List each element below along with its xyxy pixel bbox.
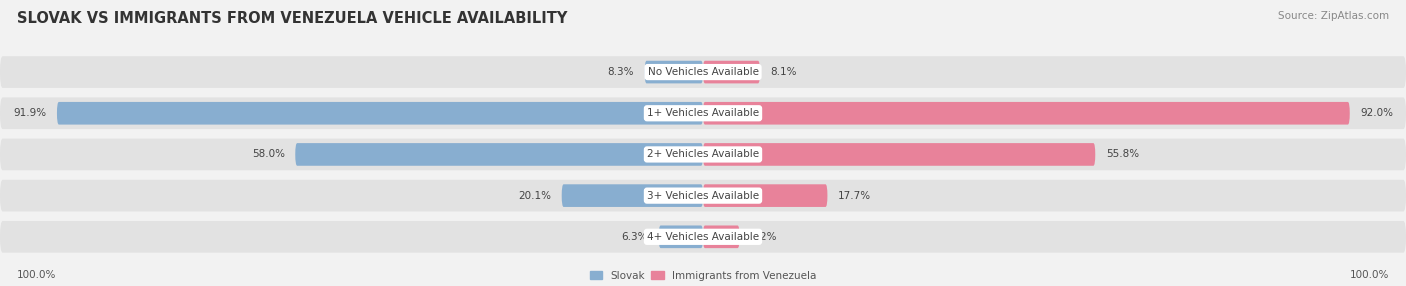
FancyBboxPatch shape: [562, 184, 703, 207]
FancyBboxPatch shape: [0, 56, 1406, 88]
FancyBboxPatch shape: [703, 184, 827, 207]
Text: 8.3%: 8.3%: [607, 67, 634, 77]
FancyBboxPatch shape: [703, 225, 740, 248]
Text: 5.2%: 5.2%: [751, 232, 776, 242]
FancyBboxPatch shape: [658, 225, 703, 248]
Text: 91.9%: 91.9%: [13, 108, 46, 118]
FancyBboxPatch shape: [0, 180, 1406, 211]
Legend: Slovak, Immigrants from Venezuela: Slovak, Immigrants from Venezuela: [589, 271, 817, 281]
Text: 3+ Vehicles Available: 3+ Vehicles Available: [647, 191, 759, 200]
Text: 100.0%: 100.0%: [1350, 270, 1389, 279]
FancyBboxPatch shape: [703, 143, 1095, 166]
Text: 55.8%: 55.8%: [1105, 150, 1139, 159]
FancyBboxPatch shape: [0, 221, 1406, 253]
FancyBboxPatch shape: [56, 102, 703, 125]
FancyBboxPatch shape: [644, 61, 703, 84]
FancyBboxPatch shape: [295, 143, 703, 166]
Text: 17.7%: 17.7%: [838, 191, 872, 200]
FancyBboxPatch shape: [0, 98, 1406, 129]
Text: 6.3%: 6.3%: [621, 232, 648, 242]
FancyBboxPatch shape: [0, 139, 1406, 170]
Text: 8.1%: 8.1%: [770, 67, 797, 77]
Text: 20.1%: 20.1%: [519, 191, 551, 200]
Text: Source: ZipAtlas.com: Source: ZipAtlas.com: [1278, 11, 1389, 21]
Text: 58.0%: 58.0%: [252, 150, 284, 159]
FancyBboxPatch shape: [703, 102, 1350, 125]
Text: 1+ Vehicles Available: 1+ Vehicles Available: [647, 108, 759, 118]
Text: 100.0%: 100.0%: [17, 270, 56, 279]
Text: 2+ Vehicles Available: 2+ Vehicles Available: [647, 150, 759, 159]
Text: No Vehicles Available: No Vehicles Available: [648, 67, 758, 77]
Text: 92.0%: 92.0%: [1361, 108, 1393, 118]
Text: SLOVAK VS IMMIGRANTS FROM VENEZUELA VEHICLE AVAILABILITY: SLOVAK VS IMMIGRANTS FROM VENEZUELA VEHI…: [17, 11, 567, 26]
FancyBboxPatch shape: [703, 61, 759, 84]
Text: 4+ Vehicles Available: 4+ Vehicles Available: [647, 232, 759, 242]
